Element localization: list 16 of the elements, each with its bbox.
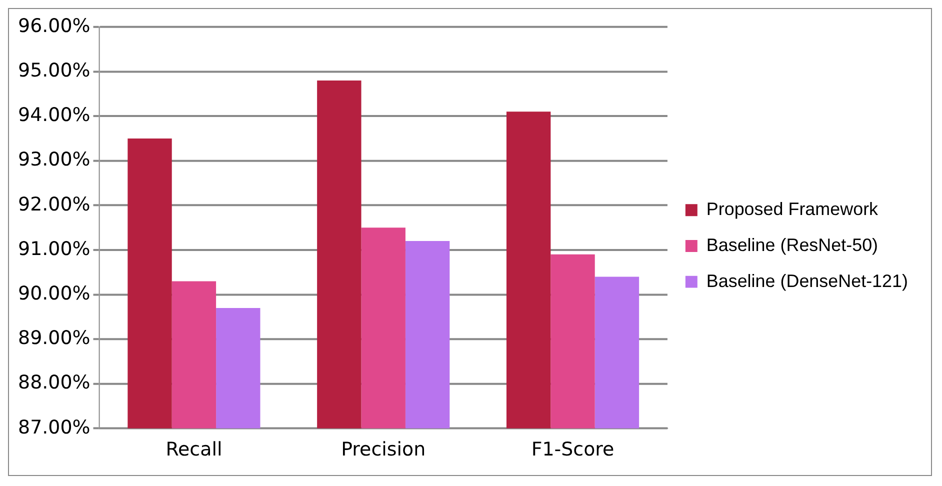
y-tick-label: 96.00%: [18, 14, 90, 37]
y-tick-label: 87.00%: [18, 416, 90, 438]
x-tick-label: F1-Score: [531, 438, 614, 461]
y-tick-label: 89.00%: [18, 327, 90, 350]
legend-label: Baseline (ResNet-50): [706, 234, 888, 255]
y-tick-label: 93.00%: [18, 148, 90, 171]
legend-label: Baseline (DenseNet-121): [706, 270, 917, 291]
y-tick-label: 91.00%: [18, 238, 90, 260]
x-tick-label: Precision: [341, 438, 426, 461]
x-tick-label: Recall: [166, 438, 222, 461]
legend-label: Proposed Framework: [706, 199, 888, 220]
y-tick-label: 90.00%: [18, 282, 90, 304]
y-tick-label: 88.00%: [18, 372, 90, 394]
y-tick-label: 94.00%: [18, 104, 90, 126]
y-tick-label: 95.00%: [18, 59, 90, 82]
y-tick-label: 92.00%: [18, 193, 90, 216]
